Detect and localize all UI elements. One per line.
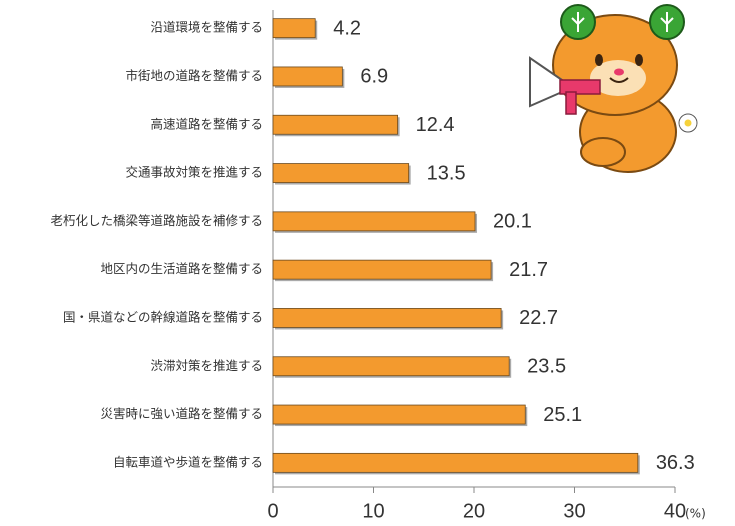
value-label: 36.3 [656,452,695,474]
mascot [529,4,698,173]
x-tick-label: 30 [563,500,585,522]
x-tick-label: 0 [267,500,278,522]
value-label: 13.5 [427,162,466,184]
bar [272,18,316,39]
value-label: 4.2 [333,17,361,39]
y-tick-label: 老朽化した橋梁等道路施設を補修する [50,213,263,228]
value-label: 23.5 [527,356,566,378]
x-axis-unit: (%) [685,507,706,521]
y-tick-label: 沿道環境を整備する [150,20,263,35]
y-tick-label: 国・県道などの幹線道路を整備する [63,309,263,324]
value-label: 21.7 [509,259,548,281]
bar [272,308,502,328]
value-label: 25.1 [543,404,582,426]
y-tick-label: 市街地の道路を整備する [125,68,263,83]
value-label: 22.7 [519,307,558,329]
x-tick-label: 40 [664,500,686,522]
bar [272,211,476,232]
value-label: 12.4 [416,114,455,136]
value-label: 20.1 [493,211,532,233]
x-tick-label: 20 [463,500,485,522]
x-tick-label: 10 [362,500,384,522]
bar [272,404,526,425]
bar [272,163,410,183]
bar [272,66,343,87]
value-label: 6.9 [360,66,388,88]
bar [272,114,399,135]
y-tick-label: 交通事故対策を推進する [125,165,263,180]
y-tick-label: 災害時に強い道路を整備する [100,406,263,421]
y-tick-label: 地区内の生活道路を整備する [100,261,263,276]
y-tick-label: 高速道路を整備する [150,116,263,131]
bar [272,356,510,377]
bar [272,259,492,280]
bar [272,452,639,473]
y-tick-label: 自転車道や歩道を整備する [113,454,263,469]
y-tick-label: 渋滞対策を推進する [150,358,263,373]
